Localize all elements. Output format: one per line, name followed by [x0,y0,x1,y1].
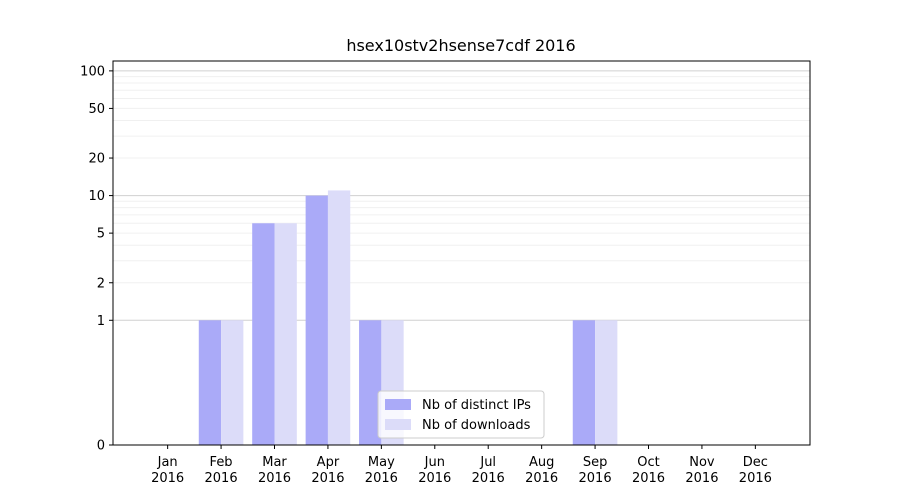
x-axis: Jan2016Feb2016Mar2016Apr2016May2016Jun20… [151,445,772,486]
x-tick-label-year: 2016 [258,471,291,486]
legend-label: Nb of distinct IPs [422,398,531,413]
x-tick-label-month: Jul [479,455,496,470]
x-tick-label-month: Dec [743,455,768,470]
legend-swatch [385,419,411,430]
x-tick-label-year: 2016 [685,471,718,486]
bar-downloads-apr [327,190,351,445]
bars [198,190,618,445]
legend-label: Nb of downloads [422,418,531,433]
x-tick-label-year: 2016 [472,471,505,486]
x-tick-label-year: 2016 [739,471,772,486]
y-tick-label: 20 [88,152,105,167]
y-tick-label: 100 [80,64,105,79]
bar-distinct-ips-mar [252,223,275,445]
x-tick-label-year: 2016 [151,471,184,486]
x-tick-label-month: Aug [529,455,554,470]
x-tick-label-year: 2016 [311,471,344,486]
legend-box [377,390,545,439]
bar-downloads-feb [221,320,244,445]
y-tick-label: 0 [97,439,105,454]
x-tick-label-year: 2016 [418,471,451,486]
x-tick-label-year: 2016 [525,471,558,486]
x-tick-label-month: May [368,455,395,470]
bar-distinct-ips-sep [572,320,596,445]
x-tick-label-month: Apr [317,455,340,470]
legend: Nb of distinct IPs Nb of downloads [377,390,545,439]
x-tick-label-month: Jun [424,455,445,470]
plot-frame [112,60,811,446]
x-tick-label-month: Mar [262,455,287,470]
x-tick-label-month: Oct [637,455,659,470]
bar-downloads-mar [274,223,297,445]
chart-title: hsex10stv2hsense7cdf 2016 [346,36,575,55]
x-tick-label-month: Nov [689,455,715,470]
bar-downloads-sep [595,320,618,445]
x-tick-label-year: 2016 [632,471,665,486]
bar-distinct-ips-apr [305,195,328,445]
y-tick-label: 2 [97,276,105,291]
bar-distinct-ips-feb [198,320,222,445]
x-tick-label-year: 2016 [365,471,398,486]
y-axis: 0 1 2 5 10 20 50 100 [80,64,113,454]
x-tick-label-month: Jan [157,455,178,470]
x-tick-label-month: Sep [583,455,608,470]
y-tick-label: 50 [88,102,105,117]
x-tick-label-year: 2016 [579,471,612,486]
y-tick-label: 5 [97,227,105,242]
x-tick-label-month: Feb [210,455,233,470]
x-tick-label-year: 2016 [205,471,238,486]
legend-swatch [385,399,411,410]
bar-distinct-ips-may [359,320,382,445]
grid-lines [113,70,810,321]
y-tick-label: 10 [88,189,105,204]
y-tick-label: 1 [97,314,105,329]
